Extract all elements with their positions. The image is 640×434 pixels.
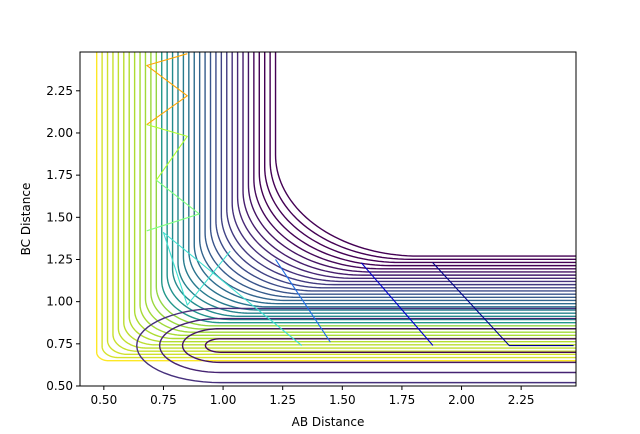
contour-level: [242, 52, 576, 276]
contour-level: [144, 52, 576, 333]
contour-level: [139, 52, 576, 337]
x-tick-label: 2.00: [448, 393, 475, 407]
contour-level: [171, 52, 576, 318]
trajectory-4: [162, 231, 303, 346]
contour-level: [258, 52, 576, 267]
contour-well-level: [181, 327, 576, 364]
y-tick-label: 2.00: [46, 126, 73, 140]
y-tick-label: 1.25: [46, 252, 73, 266]
contour-level: [101, 52, 576, 359]
x-tick-label: 1.00: [210, 393, 237, 407]
trajectory-3: [275, 259, 331, 343]
trajectory-lines: [146, 53, 574, 347]
contour-well-level: [204, 338, 576, 353]
x-axis: 0.50 0.75 1.00 1.25 1.50 1.75 2.00 2.25: [90, 386, 535, 407]
contour-level: [204, 52, 576, 299]
contour-well-level: [136, 307, 576, 384]
y-axis: 0.50 0.75 1.00 1.25 1.50 1.75 2.00 2.25: [46, 84, 80, 393]
y-tick-label: 0.50: [46, 379, 73, 393]
contour-level: [193, 52, 576, 305]
contour-level: [177, 52, 576, 314]
contour-level: [123, 52, 576, 346]
contour-level: [133, 52, 576, 340]
y-tick-label: 1.00: [46, 295, 73, 309]
contour-level: [220, 52, 576, 289]
trajectory-7: [146, 53, 188, 125]
contour-level: [274, 52, 576, 257]
contour-level: [215, 52, 576, 292]
contour-level: [209, 52, 576, 295]
contour-level: [117, 52, 576, 349]
contour-level: [106, 52, 576, 356]
contour-level: [161, 52, 576, 324]
contour-level: [269, 52, 576, 260]
contour-level: [236, 52, 576, 279]
x-tick-label: 0.75: [150, 393, 177, 407]
contour-level: [253, 52, 576, 270]
contour-level: [155, 52, 576, 327]
contour-level: [247, 52, 576, 273]
y-tick-label: 1.50: [46, 210, 73, 224]
x-tick-label: 0.50: [90, 393, 117, 407]
x-tick-label: 1.50: [329, 393, 356, 407]
x-tick-label: 1.75: [389, 393, 416, 407]
trajectory-1: [432, 262, 574, 347]
x-tick-label: 2.25: [508, 393, 535, 407]
y-tick-label: 0.75: [46, 337, 73, 351]
trajectory-5: [146, 179, 200, 232]
contour-level: [263, 52, 576, 264]
contour-level: [128, 52, 576, 343]
contour-well-level: [158, 317, 576, 374]
contour-level: [150, 52, 576, 330]
contour-level: [231, 52, 576, 283]
x-tick-label: 1.25: [269, 393, 296, 407]
y-axis-label: BC Distance: [19, 183, 33, 256]
contour-level: [95, 52, 576, 362]
contour-lines: [95, 52, 576, 384]
contour-level: [112, 52, 576, 352]
trajectory-6: [146, 124, 188, 181]
contour-level: [226, 52, 576, 286]
trajectory-2: [360, 262, 434, 346]
plot-frame: [79, 51, 577, 387]
y-tick-label: 1.75: [46, 168, 73, 182]
y-tick-label: 2.25: [46, 84, 73, 98]
contour-level: [188, 52, 576, 308]
x-axis-label: AB Distance: [292, 415, 365, 429]
